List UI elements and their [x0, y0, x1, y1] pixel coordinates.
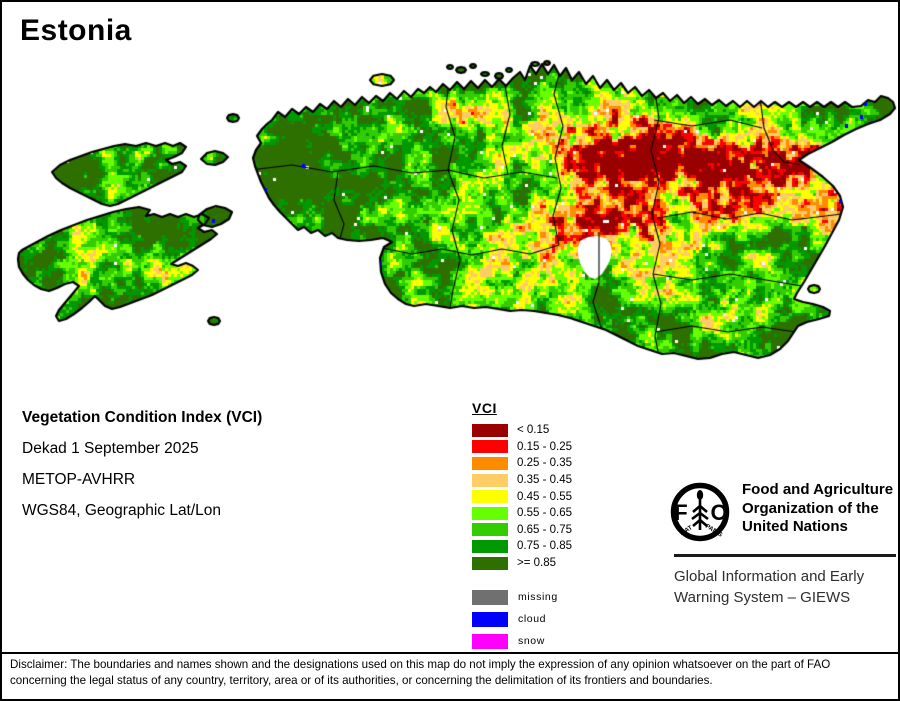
legend-swatch: [472, 506, 508, 520]
legend-extra-row: missing: [472, 586, 572, 608]
wheat-leaves-icon: [691, 505, 709, 527]
legend-class-list: < 0.15 0.15 - 0.25 0.25 - 0.35 0.35 - 0.45 0…: [472, 422, 572, 571]
legend-swatch: [472, 423, 508, 437]
page-title: Estonia: [20, 14, 132, 47]
legend-swatch: [472, 473, 508, 487]
legend-label: 0.75 - 0.85: [517, 540, 572, 553]
legend-label: 0.35 - 0.45: [517, 474, 572, 487]
info-projection: WGS84, Geographic Lat/Lon: [22, 502, 222, 519]
legend-label: cloud: [518, 613, 547, 626]
legend-row: 0.65 - 0.75: [472, 522, 572, 539]
disclaimer-line: concerning the legal status of any count…: [10, 673, 713, 687]
legend-row: 0.25 - 0.35: [472, 455, 572, 472]
legend-row: 0.55 - 0.65: [472, 505, 572, 522]
fao-org-line: Food and Agriculture: [742, 481, 894, 498]
disclaimer-rule: [2, 652, 898, 654]
legend-label: >= 0.85: [517, 557, 557, 570]
info-sensor: METOP-AVHRR: [22, 471, 136, 488]
legend-extra-list: missing cloud snow: [472, 586, 572, 652]
legend-extra-row: cloud: [472, 608, 572, 630]
fao-org-line: United Nations: [742, 518, 848, 535]
legend-label: snow: [518, 635, 545, 648]
legend-row: 0.15 - 0.25: [472, 439, 572, 456]
disclaimer: Disclaimer: The boundaries and names sho…: [10, 657, 894, 688]
map-info-block: Vegetation Condition Index (VCI) Dekad 1…: [22, 402, 262, 526]
legend-swatch: [472, 523, 508, 537]
legend-row: 0.45 - 0.55: [472, 488, 572, 505]
legend-swatch: [472, 633, 508, 649]
wheat-grain-icon: [696, 490, 704, 500]
info-dekad: Dekad 1 September 2025: [22, 440, 199, 457]
legend-label: 0.45 - 0.55: [517, 490, 572, 503]
legend-label: 0.65 - 0.75: [517, 523, 572, 536]
legend-label: 0.25 - 0.35: [517, 457, 572, 470]
fao-logo-icon: F O FIAT PANIS: [670, 482, 730, 542]
legend-row: >= 0.85: [472, 555, 572, 572]
legend-label: < 0.15: [517, 424, 550, 437]
legend-swatch: [472, 539, 508, 553]
giews-line: Global Information and Early: [674, 568, 865, 585]
fao-divider: [674, 554, 896, 557]
legend-label: 0.55 - 0.65: [517, 507, 572, 520]
giews-line: Warning System – GIEWS: [674, 589, 851, 606]
giews-name: Global Information and Early Warning Sys…: [674, 566, 864, 608]
info-product: Vegetation Condition Index (VCI): [22, 409, 263, 426]
disclaimer-line: Disclaimer: The boundaries and names sho…: [10, 658, 831, 671]
vci-legend: VCI < 0.15 0.15 - 0.25 0.25 - 0.35 0.35 - 0…: [472, 400, 572, 652]
fao-org-name: Food and Agriculture Organization of the…: [742, 481, 893, 537]
legend-swatch: [472, 490, 508, 504]
legend-swatch: [472, 611, 508, 627]
legend-swatch: [472, 456, 508, 470]
fao-org-line: Organization of the: [742, 499, 879, 517]
legend-extra-row: snow: [472, 630, 572, 652]
legend-swatch: [472, 556, 508, 570]
fao-logo-letter-o: O: [710, 500, 727, 525]
legend-label: missing: [518, 591, 558, 604]
legend-row: 0.75 - 0.85: [472, 538, 572, 555]
legend-swatch: [472, 589, 508, 605]
legend-title: VCI: [472, 400, 497, 416]
legend-swatch: [472, 440, 508, 454]
legend-row: < 0.15: [472, 422, 572, 439]
fao-logo-letter-f: F: [674, 500, 687, 525]
legend-row: 0.35 - 0.45: [472, 472, 572, 489]
legend-label: 0.15 - 0.25: [517, 440, 572, 453]
